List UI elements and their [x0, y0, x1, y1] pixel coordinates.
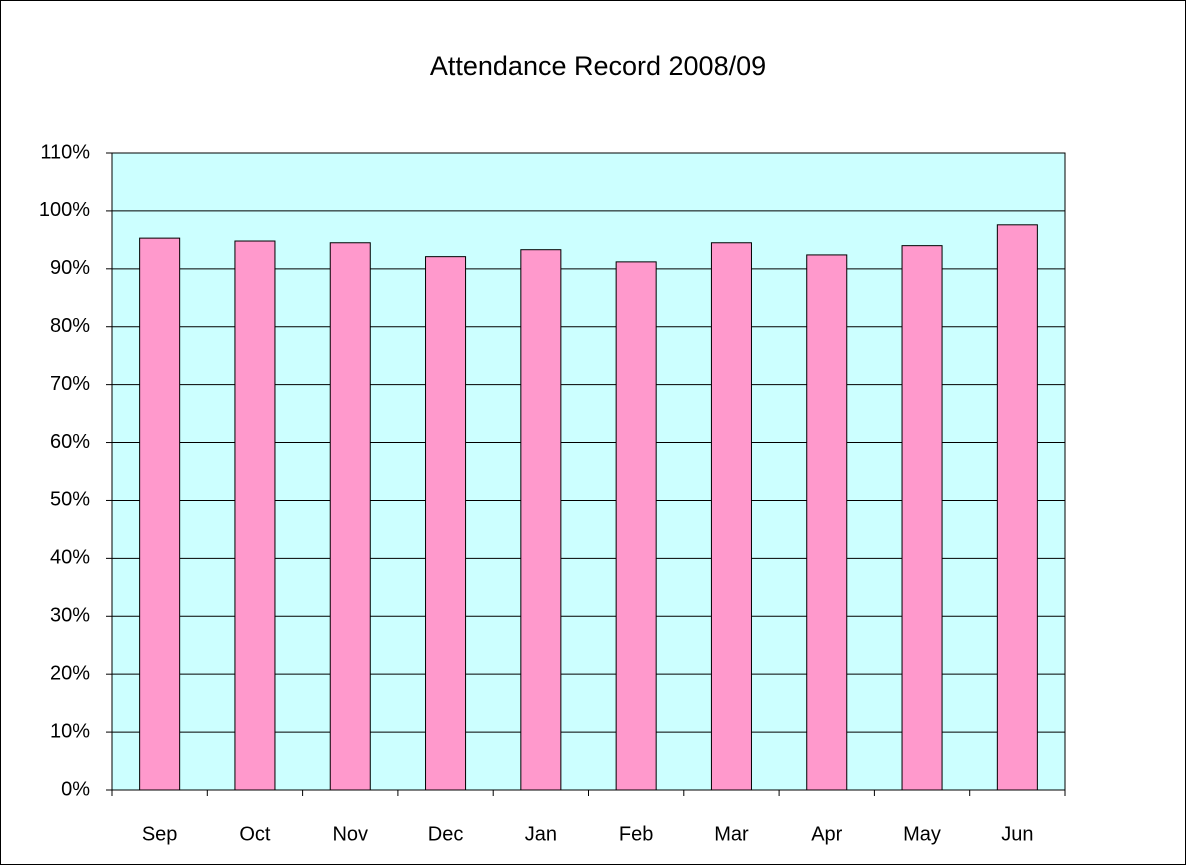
chart-title: Attendance Record 2008/09: [430, 51, 766, 81]
y-tick-label: 30%: [50, 605, 90, 627]
y-tick-label: 50%: [50, 489, 90, 511]
bar: [234, 240, 276, 791]
x-tick-label: May: [903, 823, 941, 845]
bar: [901, 245, 943, 791]
y-tick-label: 100%: [39, 199, 90, 221]
bar: [425, 256, 467, 791]
y-tick-label: 60%: [50, 431, 90, 453]
bar: [996, 224, 1038, 791]
y-tick-label: 70%: [50, 373, 90, 395]
bar: [615, 261, 657, 791]
y-tick-label: 80%: [50, 315, 90, 337]
x-tick-label: Apr: [811, 823, 842, 845]
y-tick-label: 110%: [40, 141, 90, 163]
y-tick-label: 90%: [50, 257, 90, 279]
bar: [710, 242, 752, 791]
x-tick-label: Mar: [714, 823, 749, 845]
y-tick-label: 10%: [50, 720, 90, 742]
bar: [139, 237, 181, 791]
y-tick-label: 40%: [50, 547, 90, 569]
x-tick-label: Jun: [1001, 823, 1033, 845]
x-tick-label: Sep: [142, 823, 178, 845]
x-tick-label: Feb: [619, 823, 653, 845]
bar: [806, 254, 848, 791]
x-tick-label: Dec: [428, 823, 464, 845]
bar: [520, 249, 562, 791]
x-tick-label: Oct: [239, 823, 271, 845]
x-tick-label: Jan: [525, 823, 557, 845]
y-tick-label: 0%: [61, 778, 90, 800]
x-tick-label: Nov: [332, 823, 368, 845]
y-tick-label: 20%: [50, 662, 90, 684]
bar: [329, 242, 371, 791]
